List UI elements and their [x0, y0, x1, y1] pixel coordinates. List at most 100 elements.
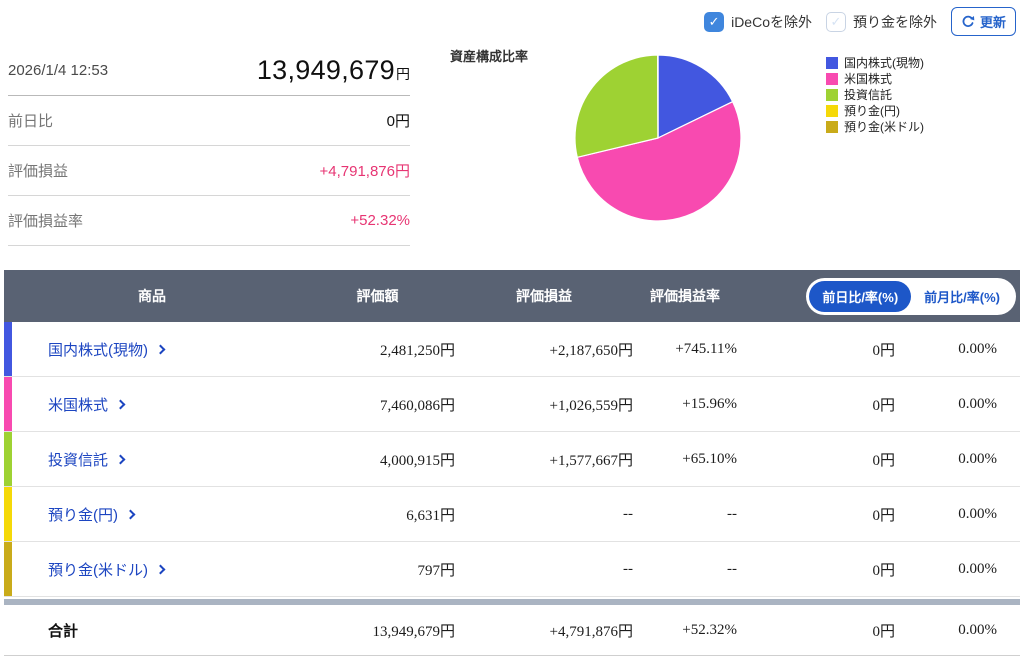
deposit-exclude-label: 預り金を除外 [852, 13, 937, 30]
total-separator [4, 599, 1020, 605]
row-color-bar [4, 487, 12, 541]
value-cell: 6,631円 [406, 507, 455, 524]
table-header: 商品 評価額 評価損益 評価損益率 前日比/率(%) 前月比/率(%) [4, 270, 1020, 322]
legend-swatch [826, 72, 838, 85]
table-row: 国内株式(現物) 2,481,250円 +2,187,650円 +745.11%… [4, 322, 1020, 377]
refresh-button[interactable]: 更新 [950, 7, 1016, 36]
day-rate-cell: 0.00% [958, 621, 997, 638]
day-rate-cell: 0.00% [958, 505, 997, 522]
check-icon: ✓ [708, 13, 720, 29]
pie-slice [576, 100, 742, 222]
pl-rate-cell: -- [727, 560, 737, 577]
total-row: 合計 13,949,679円 +4,791,876円 +52.32% 0円 0.… [4, 605, 1020, 656]
day-change-cell: 0円 [872, 507, 895, 524]
period-toggle: 前日比/率(%) 前月比/率(%) [806, 277, 1016, 315]
table-row: 預り金(米ドル) 797円 -- -- 0円 0.00% [4, 542, 1020, 597]
col-header-pl-rate: 評価損益率 [650, 288, 720, 304]
ideco-exclude-checkbox[interactable]: ✓ [704, 11, 725, 32]
deposit-exclude-checkbox[interactable]: ✓ [825, 11, 846, 32]
legend-item: 預り金(米ドル) [826, 119, 924, 134]
summary-row-label: 評価損益 [8, 163, 69, 180]
timestamp: 2026/1/4 12:53 [8, 62, 109, 79]
row-color-bar [4, 432, 12, 486]
product-link[interactable]: 米国株式 [12, 394, 300, 415]
chevron-right-icon [115, 399, 126, 410]
col-header-pl: 評価損益 [516, 288, 572, 304]
chevron-right-icon [155, 564, 166, 575]
legend-item: 投資信託 [826, 87, 924, 102]
row-color-bar [4, 322, 12, 376]
day-change-cell: 0円 [872, 452, 895, 469]
legend-item: 米国株式 [826, 71, 924, 86]
summary-panel: 2026/1/4 12:53 13,949,679 円 前日比 0円 評価損益 … [8, 46, 410, 246]
day-change-cell: 0円 [872, 562, 895, 579]
table-row: 米国株式 7,460,086円 +1,026,559円 +15.96% 0円 0… [4, 377, 1020, 432]
pie-slice [657, 54, 734, 139]
table-row: 預り金(円) 6,631円 -- -- 0円 0.00% [4, 487, 1020, 542]
value-cell: 7,460,086円 [379, 397, 455, 414]
summary-row-label: 前日比 [8, 113, 54, 130]
day-change-cell: 0円 [872, 623, 895, 640]
pl-rate-cell: +65.10% [682, 450, 737, 467]
legend-label: 預り金(円) [844, 104, 900, 118]
summary-row-value: +4,791,876円 [319, 163, 411, 180]
value-cell: 2,481,250円 [379, 342, 455, 359]
summary-total-row: 2026/1/4 12:53 13,949,679 円 [8, 46, 410, 96]
refresh-icon [962, 15, 975, 27]
holdings-table: 商品 評価額 評価損益 評価損益率 前日比/率(%) 前月比/率(%) 国内株式… [4, 270, 1020, 656]
legend-swatch [826, 120, 838, 133]
legend-label: 預り金(米ドル) [844, 120, 924, 134]
day-change-cell: 0円 [872, 397, 895, 414]
ideco-exclude-label: iDeCoを除外 [731, 13, 812, 30]
legend-swatch [826, 88, 838, 101]
toggle-day-button[interactable]: 前日比/率(%) [809, 280, 912, 312]
product-link[interactable]: 国内株式(現物) [12, 339, 300, 360]
product-link[interactable]: 預り金(米ドル) [12, 559, 300, 580]
currency-suffix: 円 [396, 66, 410, 82]
value-cell: 13,949,679円 [372, 623, 455, 640]
top-section: 2026/1/4 12:53 13,949,679 円 前日比 0円 評価損益 … [0, 0, 1024, 270]
legend-swatch [826, 56, 838, 69]
deposit-exclude-group: ✓ 預り金を除外 [825, 11, 937, 32]
day-rate-cell: 0.00% [958, 560, 997, 577]
day-rate-cell: 0.00% [958, 340, 997, 357]
legend-label: 米国株式 [844, 72, 893, 86]
chart-legend: 国内株式(現物) 米国株式 投資信託 預り金(円) 預り金(米ドル) [826, 55, 924, 135]
product-link[interactable]: 預り金(円) [12, 504, 300, 525]
pl-rate-cell: +52.32% [682, 621, 737, 638]
summary-row: 前日比 0円 [8, 96, 410, 146]
summary-row-label: 評価損益率 [8, 213, 84, 230]
pl-rate-cell: -- [727, 505, 737, 522]
pie-slice [574, 54, 659, 159]
chevron-right-icon [125, 509, 136, 520]
pl-rate-cell: +15.96% [682, 395, 737, 412]
legend-item: 国内株式(現物) [826, 55, 924, 70]
toggle-month-button[interactable]: 前月比/率(%) [911, 280, 1013, 312]
total-label: 合計 [48, 622, 79, 640]
refresh-button-label: 更新 [979, 15, 1006, 30]
chevron-right-icon [155, 344, 166, 355]
chevron-right-icon [115, 454, 126, 465]
product-link[interactable]: 投資信託 [12, 449, 300, 470]
col-header-value: 評価額 [356, 288, 399, 304]
legend-item: 預り金(円) [826, 103, 924, 118]
pl-cell: +1,026,559円 [549, 397, 633, 414]
pl-cell: +2,187,650円 [549, 342, 633, 359]
day-rate-cell: 0.00% [958, 450, 997, 467]
pl-cell: -- [623, 560, 633, 577]
day-rate-cell: 0.00% [958, 395, 997, 412]
pie-chart [574, 54, 742, 222]
summary-row-value: +52.32% [350, 212, 410, 229]
col-header-product: 商品 [138, 288, 166, 304]
pl-cell: +1,577,667円 [549, 452, 633, 469]
pl-cell: -- [623, 505, 633, 522]
pl-cell: +4,791,876円 [549, 623, 633, 640]
value-cell: 797円 [417, 562, 455, 579]
table-row: 投資信託 4,000,915円 +1,577,667円 +65.10% 0円 0… [4, 432, 1020, 487]
chart-title: 資産構成比率 [450, 49, 529, 64]
toolbar: ✓ iDeCoを除外 ✓ 預り金を除外 更新 [704, 7, 1016, 36]
check-icon: ✓ [830, 13, 842, 29]
ideco-exclude-group: ✓ iDeCoを除外 [704, 11, 812, 32]
summary-row: 評価損益 +4,791,876円 [8, 146, 410, 196]
legend-label: 国内株式(現物) [844, 56, 924, 70]
